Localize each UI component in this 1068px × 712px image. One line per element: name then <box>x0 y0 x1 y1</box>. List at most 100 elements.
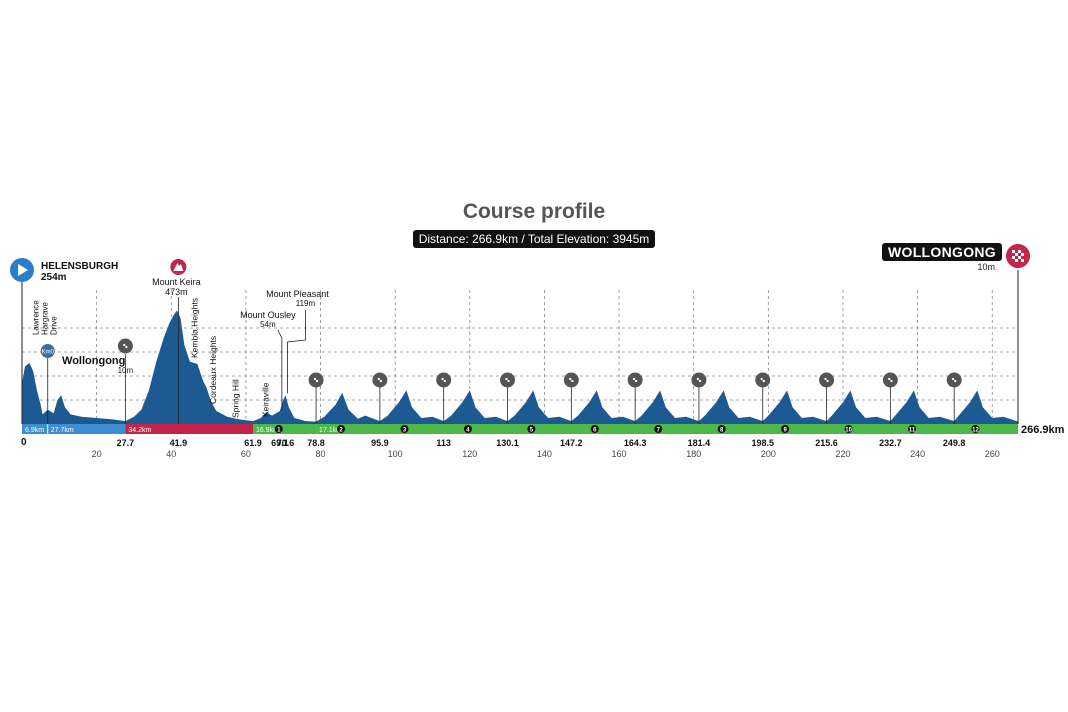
segment-band <box>252 424 317 434</box>
place-name: Hargrave <box>41 302 50 335</box>
segment-band <box>22 424 48 434</box>
segment-band <box>47 424 126 434</box>
distance-mark-label: 78.8 <box>307 438 325 448</box>
lap-number-label: 8 <box>720 428 724 434</box>
checker-square <box>826 377 829 380</box>
place-name: Drive <box>50 316 59 335</box>
checker-square <box>762 380 765 383</box>
checker-square <box>569 380 572 383</box>
finish-checker-square <box>1018 256 1021 259</box>
checker-square <box>505 377 508 380</box>
distance-mark-label: 215.6 <box>815 438 838 448</box>
checker-square <box>505 380 508 383</box>
lap-finish-marker <box>563 372 579 388</box>
lap-finish-marker <box>308 372 324 388</box>
lap-number-label: 5 <box>530 428 534 434</box>
segment-label: 17.1km <box>319 427 342 434</box>
lap-number-badge <box>337 425 346 433</box>
checker-square <box>635 377 638 380</box>
start-distance: 0 <box>21 437 27 448</box>
lap-number-badge <box>463 425 472 433</box>
start-elevation: 254m <box>41 272 67 283</box>
checker-square <box>698 377 701 380</box>
lap-finish-marker <box>755 372 771 388</box>
distance-mark-label: 232.7 <box>879 438 902 448</box>
lap-number-badge <box>971 425 980 433</box>
segment-label: 6.9km <box>25 427 44 434</box>
checker-square <box>125 343 128 346</box>
place-name: Spring Hill <box>230 379 240 418</box>
chart-title: Course profile <box>462 200 606 223</box>
checker-square <box>313 380 317 383</box>
x-tick-label: 200 <box>761 449 776 459</box>
distance-mark-label: 95.9 <box>371 438 389 448</box>
checker-square <box>123 343 126 346</box>
x-tick-label: 20 <box>92 449 102 459</box>
checker-square <box>377 380 380 383</box>
checker-square <box>507 377 510 380</box>
lap-finish-marker <box>819 372 835 388</box>
climb-leader <box>277 329 283 412</box>
place-name: Keiraville <box>260 382 270 417</box>
lap-finish-marker <box>436 372 452 388</box>
checker-square <box>377 377 380 380</box>
lap-finish-marker <box>372 372 388 388</box>
checker-square <box>888 377 891 380</box>
segment-band <box>316 424 1019 434</box>
lap-number-label: 4 <box>466 428 470 434</box>
lap-number-badge <box>908 425 917 433</box>
checker-square <box>571 377 574 380</box>
intermediate-finish-elevation: 10m <box>118 366 134 375</box>
checker-square <box>313 377 317 380</box>
distance-mark-label: 164.3 <box>624 438 647 448</box>
checker-square <box>952 377 955 380</box>
lap-number-label: 12 <box>972 428 979 434</box>
finish-distance: 266.9km <box>1021 424 1065 436</box>
chart-subtitle: Distance: 266.9km / Total Elevation: 394… <box>412 230 656 248</box>
checker-square <box>954 380 957 383</box>
x-tick-label: 220 <box>835 449 850 459</box>
segment-label: 34.2km <box>128 427 151 434</box>
lap-number-label: 2 <box>339 428 343 434</box>
finish-checker-square <box>1021 259 1024 262</box>
finish-checker-square <box>1015 253 1018 256</box>
checker-square <box>635 380 638 383</box>
lap-number-label: 11 <box>909 428 916 434</box>
checker-square <box>443 377 446 380</box>
x-tick-label: 180 <box>686 449 701 459</box>
mountain-shape <box>173 263 184 271</box>
distance-mark-label: 41.9 <box>170 438 188 448</box>
lap-finish-marker <box>882 372 898 388</box>
distance-mark-label: 147.2 <box>560 438 583 448</box>
checker-square <box>379 377 382 380</box>
km0-label: Km0 <box>42 350 55 356</box>
checker-square <box>890 380 893 383</box>
lap-number-label: 6 <box>593 428 597 434</box>
finish-checker-square <box>1012 250 1015 253</box>
distance-mark-label: 130.1 <box>496 438 519 448</box>
km0-marker <box>40 344 55 358</box>
intermediate-finish-marker <box>117 338 133 354</box>
checker-square <box>379 380 382 383</box>
lap-number-badge <box>844 425 853 433</box>
checker-square <box>890 377 893 380</box>
climb-name: Mount Pleasant <box>266 289 329 299</box>
finish-checker-square <box>1018 250 1021 253</box>
checker-square <box>123 346 126 349</box>
checker-square <box>760 377 763 380</box>
x-tick-label: 160 <box>612 449 627 459</box>
x-tick-label: 120 <box>462 449 477 459</box>
finish-checker-square <box>1015 259 1018 262</box>
finish-elevation: 10m <box>977 262 995 272</box>
checker-square <box>569 377 572 380</box>
x-tick-label: 40 <box>166 449 176 459</box>
checker-square <box>826 380 829 383</box>
lap-number-badge <box>400 425 409 433</box>
checker-square <box>633 380 636 383</box>
lap-number-badge <box>274 425 283 433</box>
checker-square <box>952 380 955 383</box>
lap-finish-marker <box>627 372 643 388</box>
checker-square <box>698 380 701 383</box>
checker-square <box>441 377 444 380</box>
